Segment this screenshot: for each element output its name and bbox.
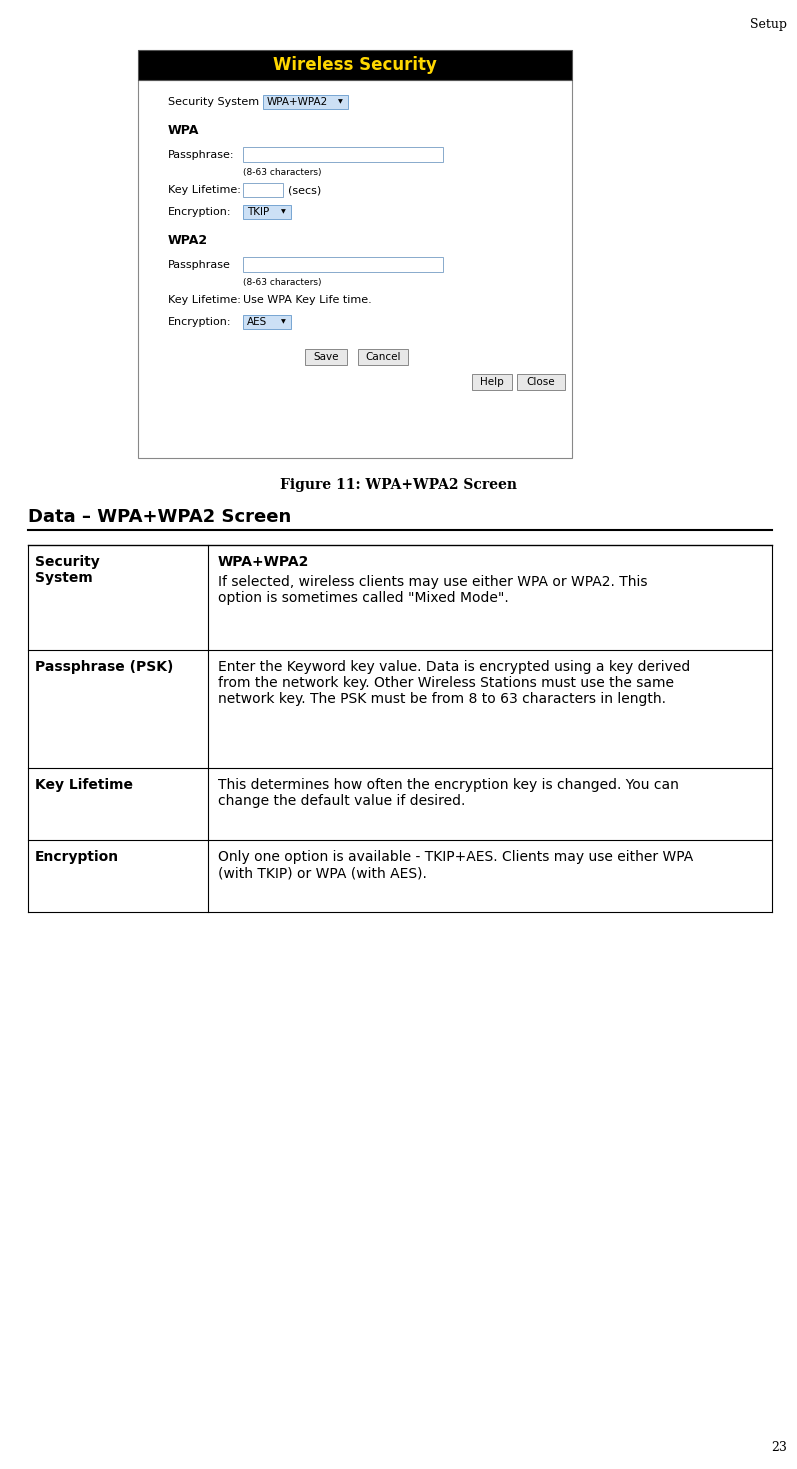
Bar — [138, 50, 572, 79]
Bar — [517, 375, 565, 389]
Text: network key. The PSK must be from 8 to 63 characters in length.: network key. The PSK must be from 8 to 6… — [218, 692, 666, 707]
Text: This determines how often the encryption key is changed. You can: This determines how often the encryption… — [218, 779, 679, 792]
Bar — [358, 350, 408, 364]
Text: Passphrase (PSK): Passphrase (PSK) — [35, 660, 174, 674]
Bar — [28, 649, 772, 768]
Text: Close: Close — [527, 378, 556, 386]
Text: AES: AES — [247, 317, 267, 328]
Text: ▼: ▼ — [281, 210, 286, 214]
Text: Cancel: Cancel — [365, 353, 401, 361]
Text: Figure 11: WPA+WPA2 Screen: Figure 11: WPA+WPA2 Screen — [280, 477, 517, 492]
Text: Security: Security — [35, 555, 100, 569]
Text: (8-63 characters): (8-63 characters) — [243, 167, 321, 176]
Text: Use WPA Key Life time.: Use WPA Key Life time. — [243, 295, 371, 306]
Text: WPA+WPA2: WPA+WPA2 — [218, 555, 309, 569]
Text: (secs): (secs) — [288, 185, 321, 195]
Bar — [243, 314, 291, 329]
Text: Key Lifetime:: Key Lifetime: — [168, 295, 241, 306]
Bar — [263, 95, 348, 109]
Text: ▼: ▼ — [338, 100, 343, 104]
Text: Key Lifetime:: Key Lifetime: — [168, 185, 241, 195]
Text: WPA2: WPA2 — [168, 234, 208, 247]
Text: 23: 23 — [771, 1441, 787, 1454]
Bar — [243, 147, 443, 162]
Bar — [243, 257, 443, 272]
Text: Passphrase: Passphrase — [168, 260, 231, 270]
Bar — [28, 545, 772, 649]
Text: Key Lifetime: Key Lifetime — [35, 779, 133, 792]
Text: Security System: Security System — [168, 97, 259, 107]
Text: change the default value if desired.: change the default value if desired. — [218, 795, 465, 808]
Text: option is sometimes called "Mixed Mode".: option is sometimes called "Mixed Mode". — [218, 591, 508, 605]
Text: ▼: ▼ — [281, 319, 286, 325]
Text: Encryption:: Encryption: — [168, 317, 231, 328]
Text: If selected, wireless clients may use either WPA or WPA2. This: If selected, wireless clients may use ei… — [218, 574, 647, 589]
Bar — [138, 79, 572, 458]
Text: Encryption:: Encryption: — [168, 207, 231, 217]
Text: Data – WPA+WPA2 Screen: Data – WPA+WPA2 Screen — [28, 508, 291, 526]
Text: Only one option is available - TKIP+AES. Clients may use either WPA: Only one option is available - TKIP+AES.… — [218, 851, 693, 864]
Text: from the network key. Other Wireless Stations must use the same: from the network key. Other Wireless Sta… — [218, 676, 674, 690]
Text: TKIP: TKIP — [247, 207, 269, 217]
Bar — [472, 375, 512, 389]
Text: Help: Help — [480, 378, 504, 386]
Text: (8-63 characters): (8-63 characters) — [243, 278, 321, 286]
Text: Passphrase:: Passphrase: — [168, 150, 234, 160]
Text: Wireless Security: Wireless Security — [273, 56, 437, 73]
Bar — [243, 206, 291, 219]
Text: Save: Save — [313, 353, 339, 361]
Text: System: System — [35, 571, 92, 585]
Bar — [305, 350, 347, 364]
Bar — [243, 184, 283, 197]
Text: (with TKIP) or WPA (with AES).: (with TKIP) or WPA (with AES). — [218, 867, 427, 880]
Bar — [28, 768, 772, 840]
Text: Setup: Setup — [750, 18, 787, 31]
Text: Encryption: Encryption — [35, 851, 119, 864]
Text: WPA: WPA — [168, 123, 199, 137]
Bar — [28, 840, 772, 912]
Text: WPA+WPA2: WPA+WPA2 — [267, 97, 328, 107]
Text: Enter the Keyword key value. Data is encrypted using a key derived: Enter the Keyword key value. Data is enc… — [218, 660, 690, 674]
